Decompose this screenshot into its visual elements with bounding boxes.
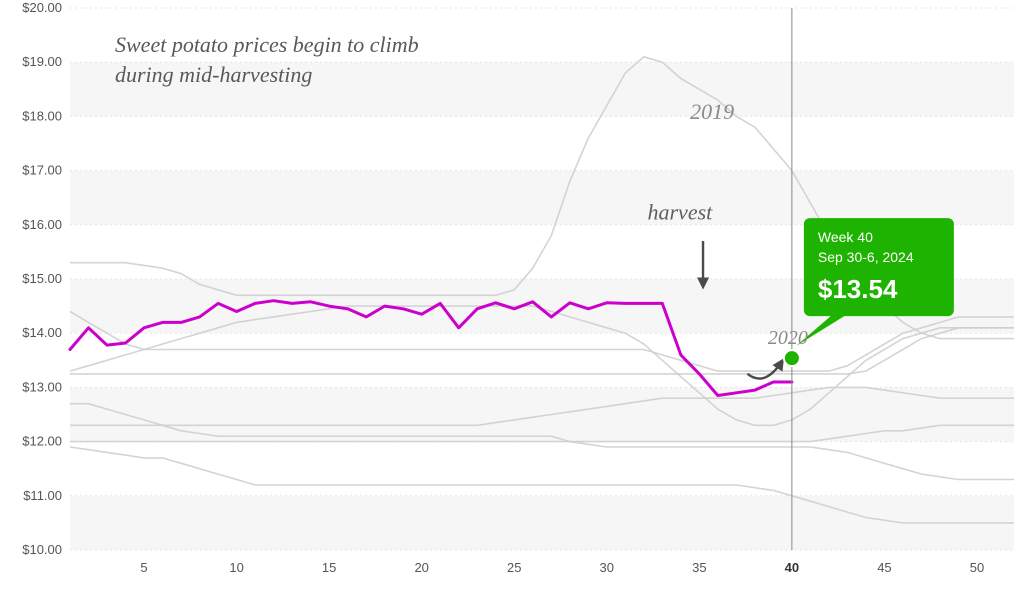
x-axis-label: 40 xyxy=(785,560,799,575)
x-axis-label: 50 xyxy=(970,560,984,575)
grid-band xyxy=(70,171,1014,225)
y-axis-label: $11.00 xyxy=(23,488,62,503)
tooltip-price: $13.54 xyxy=(818,274,898,304)
x-axis-label: 35 xyxy=(692,560,706,575)
grid-band xyxy=(70,116,1014,170)
label-harvest: harvest xyxy=(648,199,714,224)
y-axis-label: $16.00 xyxy=(22,217,62,232)
highlight-marker-dot xyxy=(784,350,800,366)
tooltip-line2: Sep 30-6, 2024 xyxy=(818,249,914,265)
caption-line: during mid-harvesting xyxy=(115,62,312,87)
y-axis-label: $15.00 xyxy=(22,271,62,286)
y-axis-label: $13.00 xyxy=(22,379,62,394)
y-axis-label: $19.00 xyxy=(22,54,62,69)
y-axis-label: $20.00 xyxy=(22,0,62,15)
line-chart: $10.00 $11.00 $12.00 $13.00 $14.00 $15.00 $16.… xyxy=(0,0,1024,590)
x-axis-label: 10 xyxy=(229,560,243,575)
y-axis-label: $17.00 xyxy=(22,163,62,178)
x-axis-label: 5 xyxy=(140,560,147,575)
x-axis-label: 25 xyxy=(507,560,521,575)
y-axis-label: $10.00 xyxy=(22,542,62,557)
label-2020: 2020 xyxy=(768,327,808,349)
y-axis-label: $12.00 xyxy=(22,434,62,449)
chart-container: $10.00 $11.00 $12.00 $13.00 $14.00 $15.00 $16.… xyxy=(0,0,1024,590)
x-axis-label: 30 xyxy=(600,560,614,575)
y-axis-label: $18.00 xyxy=(22,108,62,123)
x-axis-label: 45 xyxy=(877,560,891,575)
caption-line: Sweet potato prices begin to climb xyxy=(115,32,419,57)
x-axis-label: 20 xyxy=(414,560,428,575)
tooltip-line1: Week 40 xyxy=(818,229,873,245)
y-axis-label: $14.00 xyxy=(22,325,62,340)
grid-band xyxy=(70,496,1014,550)
grid-band xyxy=(70,442,1014,496)
label-2019: 2019 xyxy=(690,99,734,124)
grid-band xyxy=(70,387,1014,441)
x-axis-label: 15 xyxy=(322,560,336,575)
grid-band xyxy=(70,333,1014,387)
